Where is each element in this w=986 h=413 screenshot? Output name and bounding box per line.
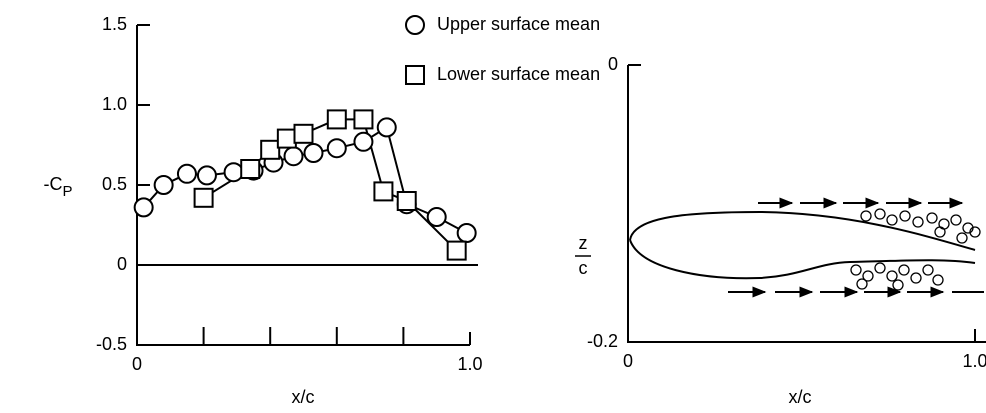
circle-point bbox=[456, 223, 477, 243]
y-tick-label: -0.2 bbox=[587, 331, 618, 351]
circle-point bbox=[153, 175, 174, 195]
circle-point bbox=[176, 163, 197, 184]
y-tick-label: 1.0 bbox=[102, 94, 127, 114]
x-tick-label: 1.0 bbox=[962, 351, 986, 371]
square-point bbox=[326, 109, 347, 130]
circle-point bbox=[196, 165, 217, 186]
airfoil-upper bbox=[629, 210, 976, 251]
x-axis-label: x/c bbox=[788, 387, 811, 407]
square-point bbox=[373, 181, 394, 202]
circle-point bbox=[426, 207, 447, 227]
legend-marker bbox=[405, 65, 425, 85]
airfoil-lower bbox=[629, 239, 976, 280]
circle-point bbox=[353, 131, 374, 152]
airfoil-schematic bbox=[629, 197, 984, 298]
circle-point bbox=[283, 146, 304, 167]
x-axis-label: x/c bbox=[291, 387, 314, 407]
x-tick-label: 1.0 bbox=[457, 354, 482, 374]
y-axis-label-bottom: c bbox=[579, 258, 588, 278]
legend-marker bbox=[405, 15, 425, 35]
y-tick-label: 0 bbox=[117, 254, 127, 274]
x-tick-label: 0 bbox=[623, 351, 633, 371]
legend-label: Lower surface mean bbox=[437, 64, 600, 84]
square-point bbox=[193, 187, 214, 208]
circle-point bbox=[303, 143, 324, 163]
legend-label: Upper surface mean bbox=[437, 14, 600, 34]
square-point bbox=[353, 109, 374, 130]
square-point bbox=[293, 123, 314, 144]
y-tick-label: -0.5 bbox=[96, 334, 127, 354]
circle-point bbox=[223, 162, 244, 183]
circle-point bbox=[133, 197, 154, 218]
turbulent-eddies bbox=[850, 208, 981, 291]
square-point bbox=[446, 240, 467, 261]
circle-point bbox=[326, 138, 347, 159]
square-point bbox=[276, 128, 297, 149]
y-axis-label-sub: P bbox=[62, 183, 72, 200]
y-tick-label: 1.5 bbox=[102, 14, 127, 34]
x-tick-label: 0 bbox=[132, 354, 142, 374]
series-line bbox=[203, 118, 458, 252]
square-point bbox=[240, 159, 261, 179]
square-point bbox=[396, 191, 417, 211]
y-axis-label: -CP bbox=[43, 174, 72, 200]
circle-point bbox=[376, 117, 397, 138]
flow-arrows bbox=[728, 197, 984, 298]
square-point bbox=[260, 139, 281, 160]
y-axis-label-main: -C bbox=[43, 174, 62, 194]
y-axis-label-top: z bbox=[579, 233, 588, 253]
y-tick-label: 0 bbox=[608, 54, 618, 74]
y-tick-label: 0.5 bbox=[102, 174, 127, 194]
